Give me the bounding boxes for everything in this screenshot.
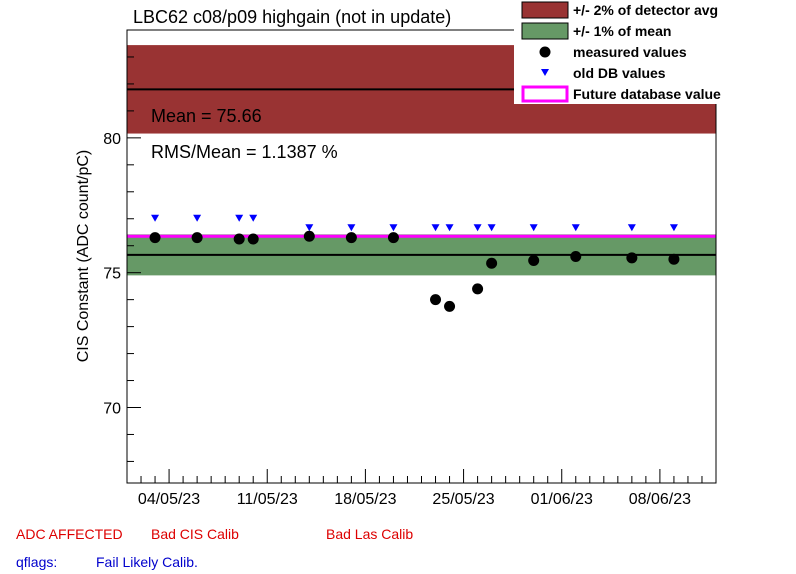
legend-label: +/- 2% of detector avg: [573, 2, 718, 18]
legend-swatch-box: [521, 22, 569, 40]
legend-label: old DB values: [573, 65, 666, 81]
x-tick-label: 18/05/23: [334, 491, 396, 508]
legend-label: +/- 1% of mean: [573, 23, 671, 39]
legend-swatch-triangle: [541, 69, 549, 76]
measured-value-point: [626, 252, 638, 264]
mean-annotation: Mean = 75.66: [151, 106, 262, 126]
measured-value-point: [528, 255, 540, 267]
measured-value-point: [303, 230, 315, 242]
y-tick-label: 80: [103, 131, 121, 148]
y-axis-label: CIS Constant (ADC count/pC): [75, 150, 92, 363]
measured-value-point: [345, 232, 357, 244]
x-tick-label: 11/05/23: [237, 491, 298, 508]
old-db-value-point: [347, 224, 356, 232]
legend-swatch-circle: [539, 46, 551, 58]
chart-title: LBC62 c08/p09 highgain (not in update): [133, 7, 451, 27]
x-tick-label: 04/05/23: [138, 491, 200, 508]
old-db-value-point: [445, 224, 454, 232]
old-db-value-point: [151, 214, 160, 222]
measured-value-point: [387, 232, 399, 244]
old-db-value-point: [431, 224, 440, 232]
old-db-value-point: [487, 224, 496, 232]
x-tick-label: 08/06/23: [629, 491, 691, 508]
measured-value-point: [668, 253, 680, 265]
legend-label: Future database value: [573, 86, 721, 102]
old-db-value-point: [389, 224, 398, 232]
measured-value-point: [430, 294, 442, 306]
y-tick-label: 70: [103, 401, 121, 418]
measured-value-point: [233, 233, 245, 245]
measured-value-point: [247, 233, 259, 245]
old-db-value-point: [305, 224, 314, 232]
qflags-value: Fail Likely Calib.: [96, 554, 198, 570]
legend-label: measured values: [573, 44, 687, 60]
legend-swatch-outline: [521, 85, 569, 103]
measured-value-point: [444, 300, 456, 312]
measured-value-point: [570, 251, 582, 262]
old-db-value-point: [529, 224, 538, 232]
old-db-value-point: [669, 224, 678, 232]
rms-annotation: RMS/Mean = 1.1387 %: [151, 142, 338, 162]
old-db-value-point: [627, 224, 636, 232]
old-db-value-point: [193, 214, 202, 222]
legend-swatch-box: [521, 1, 569, 19]
old-db-value-point: [235, 214, 244, 222]
measured-value-point: [472, 283, 484, 295]
y-tick-label: 75: [103, 266, 121, 283]
measured-value-point: [149, 232, 161, 244]
legend: +/- 2% of detector avg +/- 1% of mean meas…: [514, 0, 796, 104]
x-tick-label: 01/06/23: [531, 491, 593, 508]
bad-las-calib-label: Bad Las Calib: [326, 526, 414, 542]
measured-value-point: [486, 257, 498, 269]
old-db-value-point: [473, 224, 482, 232]
adc-affected-label: ADC AFFECTED: [16, 526, 123, 542]
bad-cis-calib-label: Bad CIS Calib: [151, 526, 239, 542]
old-db-value-point: [571, 224, 580, 232]
x-tick-label: 25/05/23: [432, 491, 494, 508]
qflags-label: qflags:: [16, 554, 58, 570]
measured-value-point: [191, 232, 203, 244]
old-db-value-point: [249, 214, 258, 222]
